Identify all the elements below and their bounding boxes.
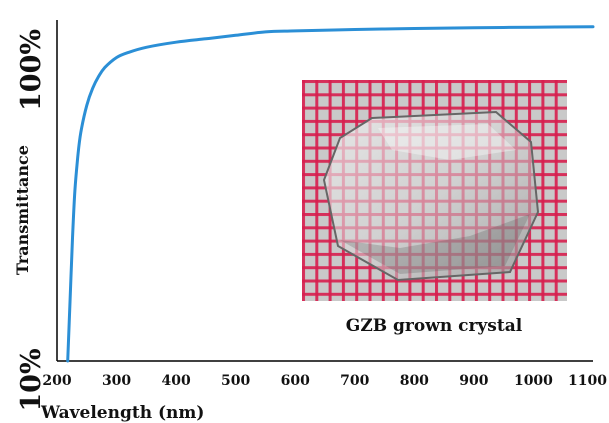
x-tick-labels: 200 300 400 500 600 700 800 900 1000 1100: [42, 373, 607, 389]
x-tick-label-900: 900: [459, 373, 488, 389]
x-tick-label-200: 200: [42, 373, 71, 389]
y-axis-title: Transmittance: [13, 145, 32, 275]
x-tick-label-600: 600: [281, 373, 310, 389]
y-tick-label-top: 100%: [16, 29, 47, 111]
x-axis-title: Wavelength (nm): [40, 403, 204, 423]
crystal-facet-highlight: [378, 124, 516, 160]
x-tick-label-800: 800: [400, 373, 429, 389]
inset-crystal-photo: [302, 80, 567, 301]
x-tick-label-1000: 1000: [514, 373, 553, 389]
x-tick-label-500: 500: [221, 373, 250, 389]
x-tick-label-700: 700: [340, 373, 369, 389]
x-tick-label-400: 400: [161, 373, 190, 389]
crystal-shape: [322, 110, 540, 282]
x-tick-label-1100: 1100: [568, 373, 607, 389]
transmittance-series-line: [66, 25, 595, 363]
y-tick-label-bottom: 10%: [16, 348, 47, 411]
inset-caption: GZB grown crystal: [346, 316, 523, 336]
crystal-facet-shadow: [340, 214, 530, 274]
axes: [56, 20, 593, 362]
x-tick-label-300: 300: [102, 373, 131, 389]
